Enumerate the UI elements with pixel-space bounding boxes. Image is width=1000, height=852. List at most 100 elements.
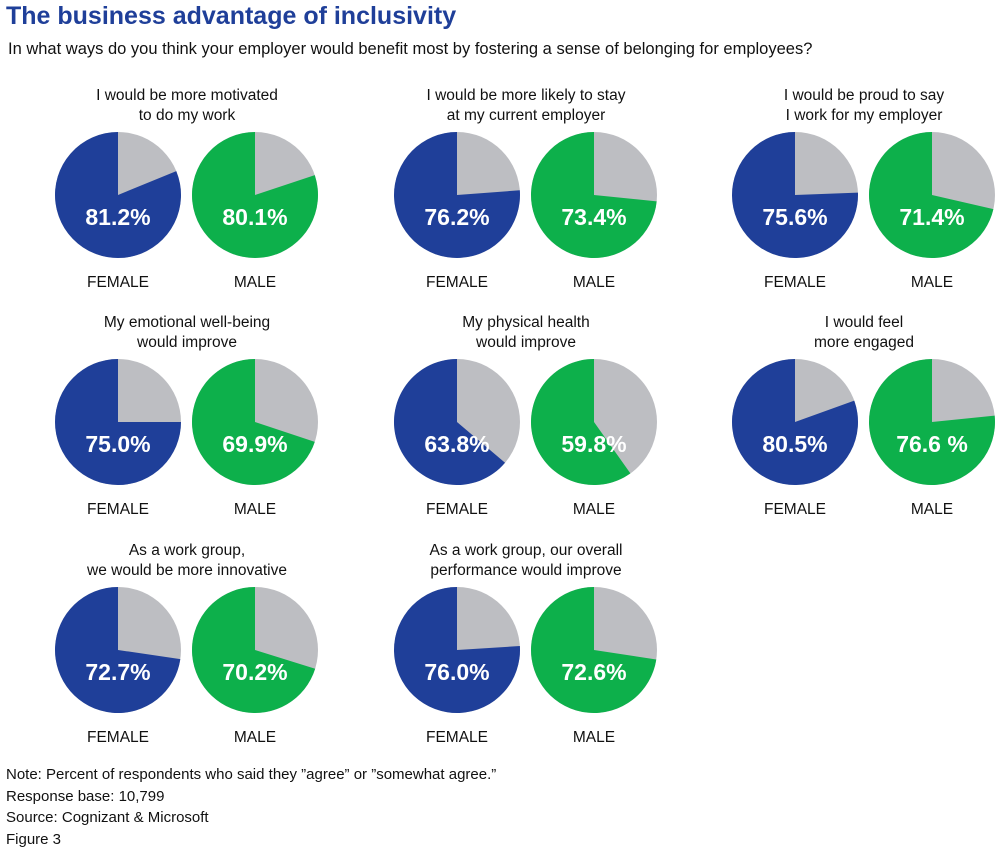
pie-pair-title-line: more engaged [814,334,914,351]
pie-female: 75.6% FEMALE [732,132,859,291]
pie-slice-male [869,132,994,258]
pie-slice-male [191,359,315,485]
pie-female: 76.0% FEMALE [394,587,521,746]
pie-slice-female [55,132,182,258]
pie-pair-title-line: My emotional well-being [103,314,271,331]
pie-pair-svg: 72.7% FEMALE 70.2% MALE [54,587,318,746]
pie-value-label: 73.4% [561,204,626,230]
pie-pair-title-line: we would be more innovative [87,562,287,579]
pie-pair-title-line: I would be proud to say [783,87,945,104]
pie-group-label: FEMALE [426,501,488,518]
pie-pair-title: I would be more likely to stay at my curr… [386,86,666,126]
pie-pair-title-line: I would be more motivated [96,87,278,104]
pie-group-label: FEMALE [764,274,826,291]
pie-pair-title: As a work group, our overall performance … [386,541,666,581]
pie-pair-title: As a work group, we would be more innovat… [47,541,327,581]
note-text: Note: Percent of respondents who said th… [6,766,497,783]
pie-slice-male [530,132,657,258]
pie-group-label: MALE [234,729,276,746]
pie-slice-male [868,359,995,485]
pie-pair-title-line: I would be more likely to stay [426,87,626,104]
pie-female: 75.0% FEMALE [55,359,181,518]
pie-group-label: FEMALE [87,729,149,746]
pie-pair-title-line: As a work group, [128,542,246,559]
pie-slice-female [55,359,181,485]
pie-slice-female [54,587,181,713]
pie-pair: I would feel more engaged 80.5% FEMALE 76.6 … [724,313,1000,528]
pie-value-label: 76.0% [424,659,489,685]
pie-slice-female [393,132,520,258]
pie-group-label: FEMALE [426,274,488,291]
pie-pair-title-line: would improve [137,334,237,351]
page-title: The business advantage of inclusivity [6,2,457,30]
pie-value-label: 71.4% [899,204,964,230]
pie-value-label: 76.2% [424,204,489,230]
source-text: Source: Cognizant & Microsoft [6,809,209,826]
pie-pair-title: I would be proud to say I work for my emp… [724,86,1000,126]
pie-value-label: 72.6% [561,659,626,685]
pie-pair-title-line: at my current employer [446,107,606,124]
pie-pair-title-line: As a work group, our overall [429,542,623,559]
pie-pair: As a work group, we would be more innovat… [47,541,327,756]
pie-pair: My emotional well-being would improve 75.0… [47,313,327,528]
pie-pair: I would be more likely to stay at my curr… [386,86,666,301]
pie-pair-svg: 76.2% FEMALE 73.4% MALE [393,132,657,291]
pie-group-label: MALE [573,729,615,746]
pie-male: 70.2% MALE [192,587,318,746]
pie-female: 80.5% FEMALE [732,359,859,518]
notes: Note: Percent of respondents who said th… [6,764,496,850]
pie-pair-title-line: I would feel [824,314,904,331]
page-subtitle: In what ways do you think your employer … [8,40,813,58]
pie-pair-svg: 76.0% FEMALE 72.6% MALE [394,587,657,746]
pie-female: 72.7% FEMALE [54,587,181,746]
pie-pair-svg: 75.0% FEMALE 69.9% MALE [55,359,318,518]
pie-group-label: MALE [911,274,953,291]
pie-pair-title: I would feel more engaged [724,313,1000,353]
pie-pair-title: I would be more motivated to do my work [47,86,327,126]
pie-value-label: 59.8% [561,431,626,457]
pie-male: 73.4% MALE [530,132,657,291]
pie-value-label: 75.0% [85,431,150,457]
pie-slice-female [732,359,859,485]
pie-group-label: MALE [234,274,276,291]
pie-pair-title: My physical health would improve [386,313,666,353]
pie-female: 81.2% FEMALE [55,132,182,291]
pie-pair-svg: 80.5% FEMALE 76.6 % MALE [732,359,995,518]
pie-value-label: 69.9% [222,431,287,457]
pie-slice-female [394,587,521,713]
pie-pair: As a work group, our overall performance … [386,541,666,756]
pie-value-label: 72.7% [85,659,150,685]
pie-value-label: 63.8% [424,431,489,457]
pie-group-label: MALE [911,501,953,518]
pie-male: 72.6% MALE [531,587,657,746]
pie-group-label: FEMALE [764,501,826,518]
pie-pair-svg: 63.8% FEMALE 59.8% MALE [393,359,657,518]
pie-pair-title-line: to do my work [138,107,236,124]
pie-slice-female [393,359,506,485]
pie-value-label: 81.2% [85,204,150,230]
pie-pair-title-line: would improve [476,334,576,351]
pie-male: 80.1% MALE [191,132,318,291]
pie-slice-male [531,587,657,713]
pie-value-label: 70.2% [222,659,287,685]
pie-pair-svg: 81.2% FEMALE 80.1% MALE [55,132,318,291]
response-base: Response base: 10,799 [6,787,165,805]
pie-value-label: 75.6% [762,204,827,230]
pie-value-label: 80.5% [762,431,827,457]
figure-label: Figure 3 [6,830,62,848]
pie-slice-male [192,587,316,713]
pie-female: 76.2% FEMALE [393,132,520,291]
pie-pair-title-line: My physical health [462,314,590,331]
pie-male: 76.6 % MALE [868,359,995,518]
pie-slice-male [531,359,631,485]
pie-group-label: MALE [234,501,276,518]
pie-value-label: 80.1% [222,204,287,230]
pie-value-label: 76.6 % [896,431,968,457]
pie-pair-svg: 75.6% FEMALE 71.4% MALE [732,132,995,291]
pie-female: 63.8% FEMALE [393,359,520,518]
pie-pair: I would be proud to say I work for my emp… [724,86,1000,301]
pie-slice-female [732,132,859,258]
pie-pair-title-line: I work for my employer [785,107,943,124]
pie-pair: My physical health would improve 63.8% FEMA… [386,313,666,528]
